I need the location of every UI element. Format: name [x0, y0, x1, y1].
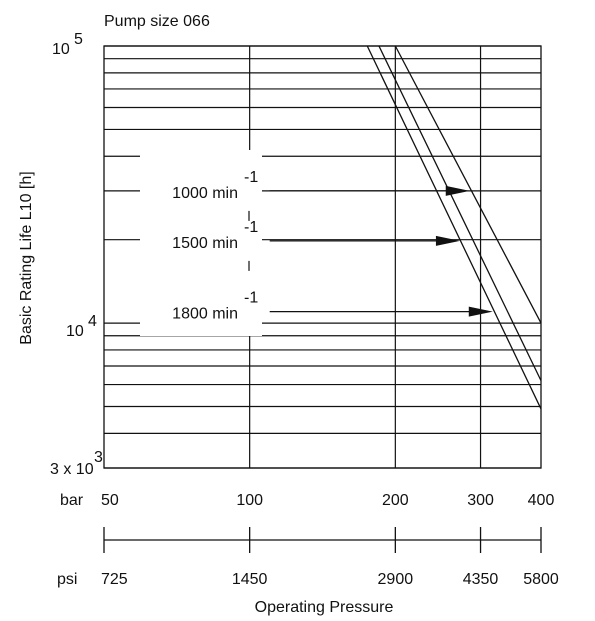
- series-label-exp-1: -1: [244, 169, 258, 186]
- y-tick-bottom-exp: 3: [94, 449, 103, 466]
- arrow-head-1: [445, 185, 470, 196]
- series-label-1: 1000 min: [172, 185, 238, 202]
- psi-tick-label: 725: [101, 571, 128, 588]
- y-tick-top: 10 5: [52, 31, 83, 58]
- label-background: [140, 150, 262, 336]
- y-tick-bottom-base: 3 x 10: [50, 461, 94, 478]
- psi-tick-label: 4350: [463, 571, 499, 588]
- series-line-3: [366, 45, 542, 410]
- y-tick-top-exp: 5: [74, 31, 83, 48]
- series-label-3: 1800 min: [172, 306, 238, 323]
- y-tick-mid-exp: 4: [88, 313, 97, 330]
- bar-tick-label: 300: [467, 492, 494, 509]
- bar-tick-label: 50: [101, 492, 119, 509]
- series-line-2: [378, 45, 542, 381]
- psi-tick-label: 2900: [378, 571, 414, 588]
- series-label-exp-3: -1: [244, 290, 258, 307]
- series-arrows: [269, 185, 493, 317]
- psi-tick-label: 1450: [232, 571, 268, 588]
- series-lines: [366, 45, 542, 410]
- arrow-head-3: [468, 306, 493, 317]
- series-label-exp-2: -1: [244, 219, 258, 236]
- axis-ticks: [103, 527, 542, 553]
- bar-tick-label: 100: [236, 492, 263, 509]
- chart-title: Pump size 066: [104, 13, 210, 30]
- x-axis-label: Operating Pressure: [255, 599, 394, 616]
- psi-tick-labels: 725 1450 2900 4350 5800: [101, 571, 559, 588]
- y-tick-mid-base: 10: [66, 323, 84, 340]
- y-tick-bottom: 3 x 10 3: [50, 449, 103, 478]
- y-tick-mid: 10 4: [66, 313, 97, 340]
- arrow-head-2: [435, 235, 460, 246]
- grid: [104, 45, 541, 469]
- bar-tick-label: 200: [382, 492, 409, 509]
- bar-tick-label: 400: [528, 492, 555, 509]
- series-line-1: [394, 45, 542, 324]
- series-label-2: 1500 min: [172, 235, 238, 252]
- bar-tick-labels: 50 100 200 300 400: [101, 492, 554, 509]
- bar-unit-label: bar: [60, 492, 84, 509]
- plot-frame: [103, 45, 542, 469]
- y-axis-label: Basic Rating Life L10 [h]: [18, 171, 35, 344]
- psi-unit-label: psi: [57, 571, 77, 588]
- psi-tick-label: 5800: [523, 571, 559, 588]
- y-tick-top-base: 10: [52, 41, 70, 58]
- series-labels: 1000 min -1 1500 min -1 1800 min -1: [172, 169, 258, 323]
